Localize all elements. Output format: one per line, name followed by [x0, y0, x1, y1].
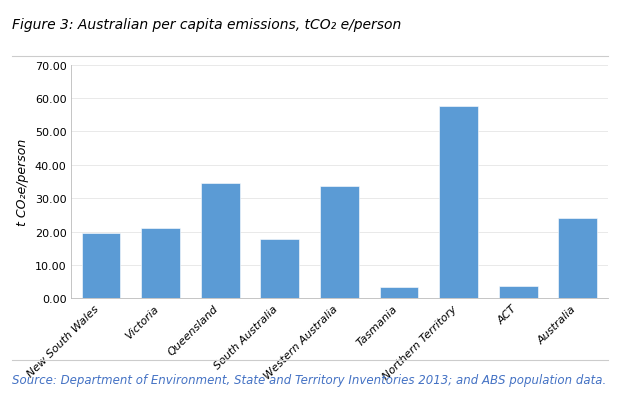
Bar [320, 187, 359, 299]
Bar [499, 286, 538, 299]
Bar [439, 107, 478, 299]
Bar [260, 239, 299, 299]
Bar [379, 288, 419, 299]
Text: Figure 3: Australian per capita emissions, tCO₂ e/person: Figure 3: Australian per capita emission… [12, 18, 402, 32]
Y-axis label: t CO₂e/person: t CO₂e/person [16, 139, 29, 225]
Bar [201, 184, 240, 299]
Bar [559, 219, 597, 299]
Text: Source: Department of Environment, State and Territory Inventories 2013; and ABS: Source: Department of Environment, State… [12, 373, 606, 387]
Bar [141, 229, 180, 299]
Bar [82, 234, 120, 299]
